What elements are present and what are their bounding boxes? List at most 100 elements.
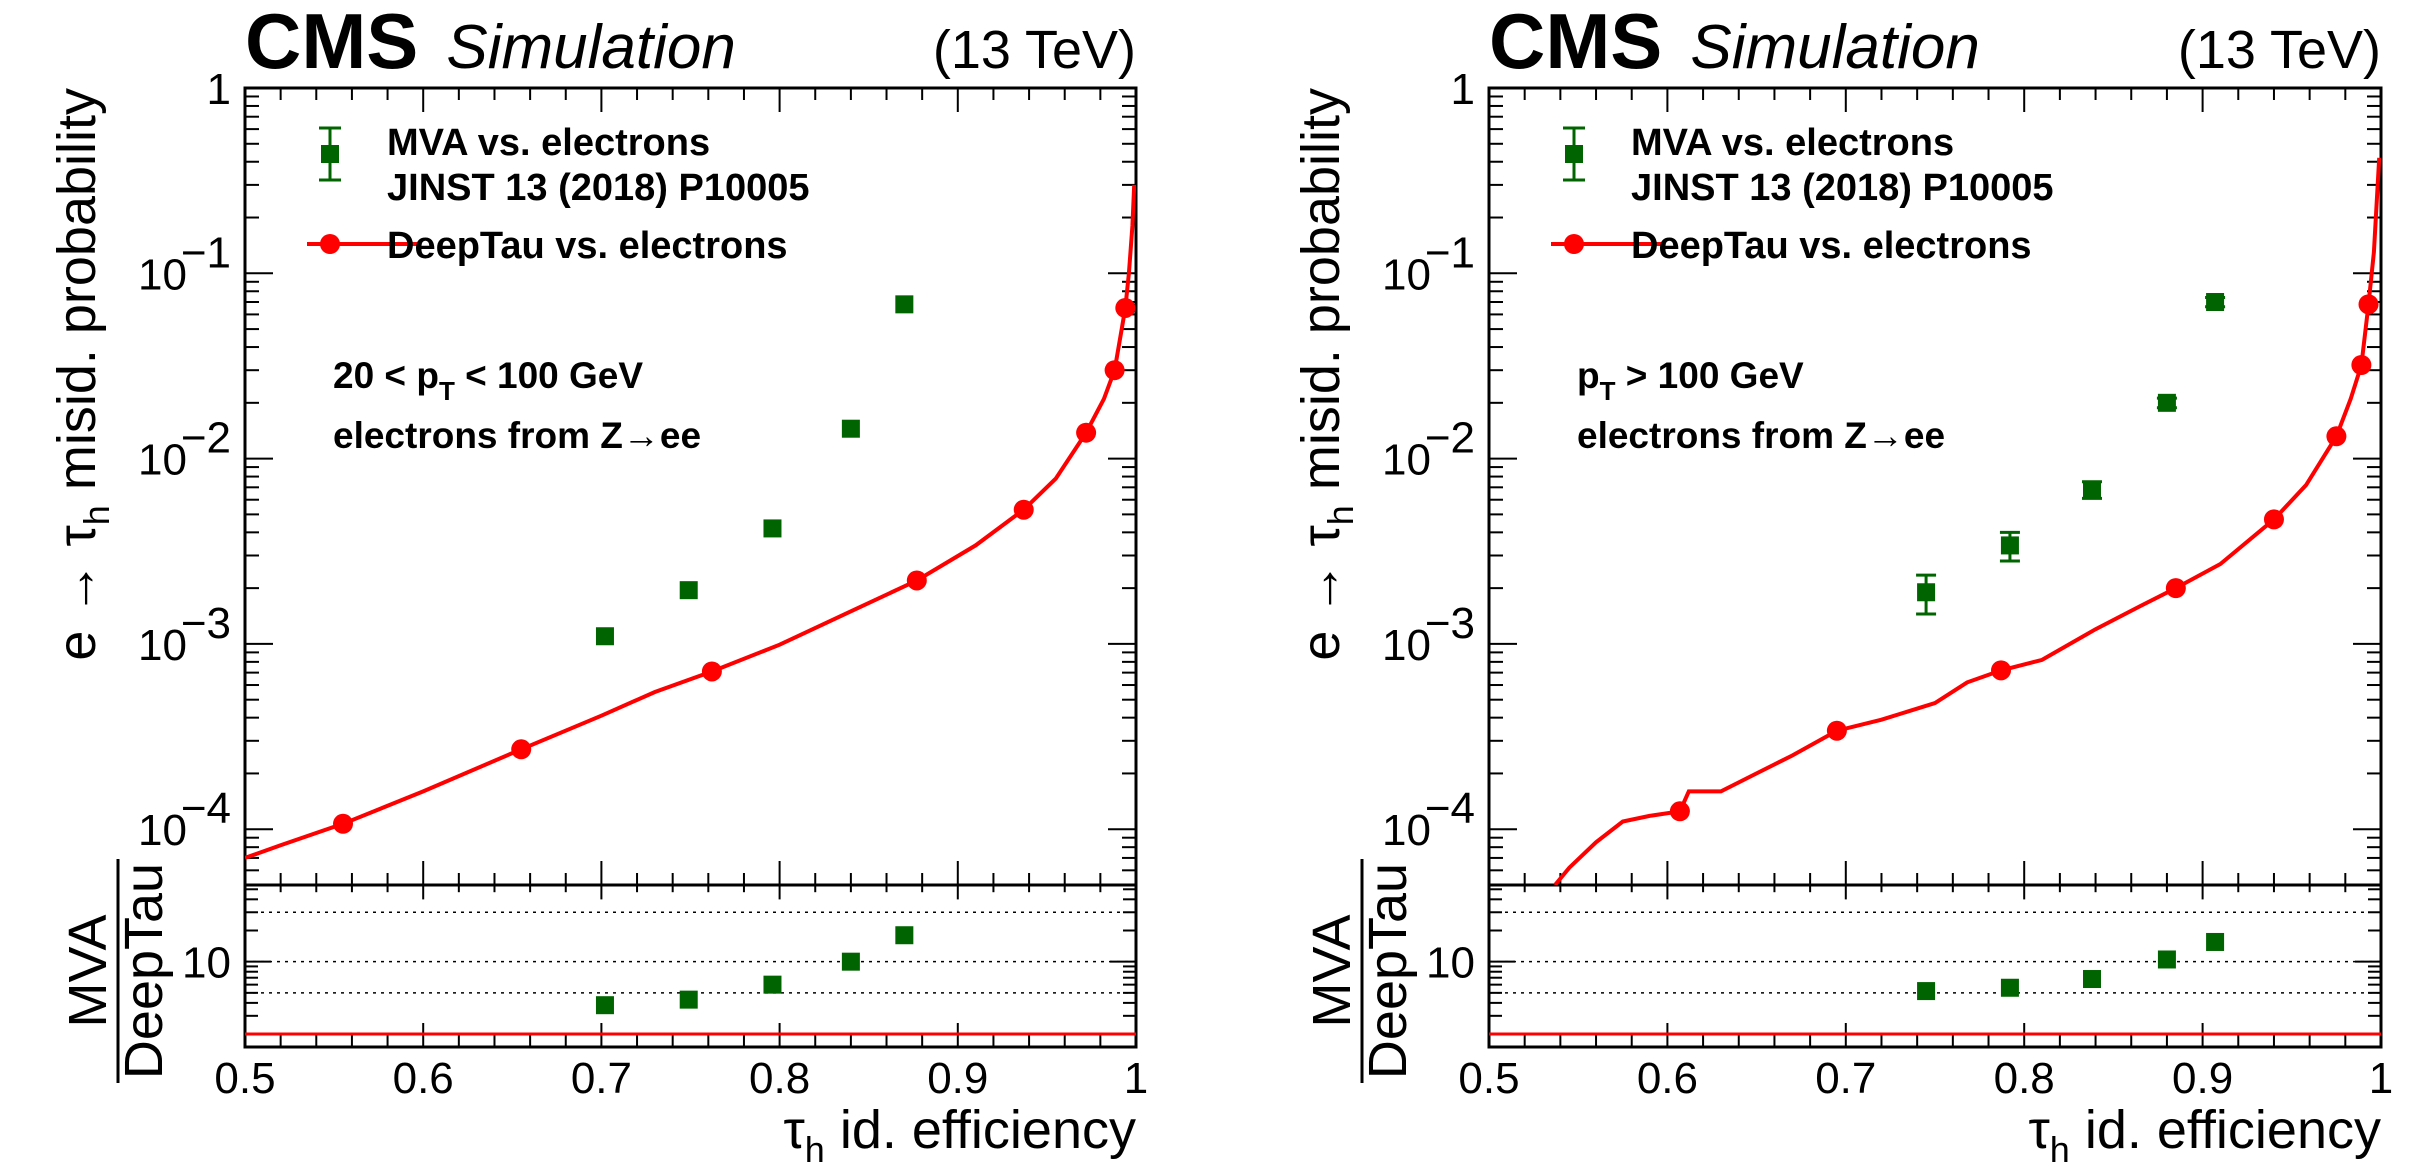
annotation-pt-prefix: 20 < p [333,355,439,396]
chart-panel-1: CMS Simulation (13 TeV) 0.5 0.6 0.7 0.8 0.9 1 1 10… [47,0,1148,1167]
mva-marker [1917,583,1936,602]
ratio-marker [2000,978,2019,997]
ratio-label-denominator: DeepTau [114,863,174,1079]
deeptau-marker [511,739,532,760]
y-axis-label: e → τh misid. probability [1291,88,1361,661]
y-tick-exponent: −2 [1425,414,1475,463]
ratio-frame [243,883,1138,1049]
y-axis-label: e → τh misid. probability [47,88,117,661]
ratio-marker [2157,950,2176,969]
x-tick-label: 0.6 [393,1054,454,1103]
y-tick-exponent: −4 [1425,784,1475,833]
y-tick-label: 10 [138,436,187,485]
x-axis-label-suffix: id. efficiency [825,1100,1136,1160]
x-tick-label: 0.9 [927,1054,988,1103]
y-tick-label: 10 [1382,436,1431,485]
legend-mva-marker [1565,145,1583,163]
ratio-marker [595,996,614,1015]
x-tick-label: 0.8 [749,1054,810,1103]
y-tick-label: 10 [138,806,187,855]
deeptau-curve [245,184,1136,860]
ratio-marker [763,975,782,994]
ratio-marker [895,926,914,945]
x-axis-label-prefix: τ [2028,1100,2049,1160]
ratio-marker [841,952,860,971]
annotation-pt-suffix: < 100 GeV [455,355,644,396]
x-tick-label: 0.9 [2172,1054,2233,1103]
ratio-tick-label: 10 [182,939,231,988]
legend-deeptau-marker [320,234,340,254]
legend-deeptau-marker [1564,234,1584,254]
x-tick-label: 0.8 [1994,1054,2055,1103]
mva-marker [763,519,782,538]
ratio-label-numerator: MVA [1302,914,1362,1027]
y-axis-label-suffix: misid. probability [47,88,107,505]
x-axis-label: τh id. efficiency [783,1100,1136,1167]
ratio-marker [1917,982,1936,1001]
deeptau-marker [2165,578,2186,599]
y-axis-label-subscript: h [76,505,117,525]
deeptau-marker [333,813,354,834]
chart-panel-2: CMS Simulation (13 TeV) 0.5 0.6 0.7 0.8 0.9 1 1 10… [1291,0,2393,1167]
annotation-pt-suffix: > 100 GeV [1616,355,1805,396]
y-tick-label: 10 [138,621,187,670]
x-axis-label-subscript: h [805,1129,825,1167]
deeptau-marker [701,661,722,682]
ratio-marker [2082,970,2101,989]
deeptau-marker [1826,720,1847,741]
deeptau-marker [1013,499,1034,520]
ratio-label-numerator: MVA [58,914,118,1027]
y-tick-label: 10 [1382,621,1431,670]
deeptau-marker [1669,801,1690,822]
y-tick-label: 10 [1382,806,1431,855]
annotation-pt-subscript: T [1600,376,1616,406]
legend-deeptau-label: DeepTau vs. electrons [387,225,788,267]
experiment-label: CMS [1489,0,1662,85]
y-tick-exponent: −3 [1425,599,1475,648]
y-tick-exponent: −1 [1425,228,1475,277]
mva-marker [2206,293,2225,312]
legend-deeptau-label: DeepTau vs. electrons [1631,225,2032,267]
deeptau-curve [1553,157,2381,885]
y-axis-label-subscript: h [1320,505,1361,525]
x-tick-label: 0.5 [214,1054,275,1103]
legend-mva-marker [321,145,339,163]
chart-header: CMS Simulation [245,0,736,85]
deeptau-marker [2358,294,2379,315]
x-tick-label: 0.7 [571,1054,632,1103]
y-tick-exponent: −2 [181,414,231,463]
y-axis-label-prefix: e → τ [1291,525,1351,660]
energy-label: (13 TeV) [933,20,1136,80]
experiment-label: CMS [245,0,418,85]
legend-mva-reference: JINST 13 (2018) P10005 [1631,167,2054,209]
deeptau-marker [1115,297,1136,318]
annotation-pt-range: pT > 100 GeV [1577,355,1804,406]
mva-marker [841,419,860,438]
x-tick-label: 1 [2369,1054,2393,1103]
x-axis-label-subscript: h [2050,1129,2070,1167]
ratio-tick-label: 10 [1426,939,1475,988]
deeptau-marker [1991,660,2012,681]
legend-mva-label: MVA vs. electrons [387,122,710,164]
ratio-label-denominator: DeepTau [1358,863,1418,1079]
x-tick-label: 0.5 [1458,1054,1519,1103]
chart-header: CMS Simulation [1489,0,1980,85]
annotation-pt-range: 20 < pT < 100 GeV [333,355,643,406]
y-axis-label-prefix: e → τ [47,525,107,660]
deeptau-marker [2263,509,2284,530]
y-tick-exponent: −4 [181,784,231,833]
mva-marker [679,581,698,600]
y-axis-label-suffix: misid. probability [1291,88,1351,505]
x-tick-label: 1 [1124,1054,1148,1103]
mva-marker [2157,393,2176,412]
simulation-label: Simulation [446,13,735,82]
y-tick-label: 1 [1451,65,1475,114]
energy-label: (13 TeV) [2178,20,2381,80]
mva-marker [895,295,914,314]
ratio-marker [2206,932,2225,951]
x-tick-label: 0.6 [1637,1054,1698,1103]
y-tick-label: 10 [138,250,187,299]
deeptau-marker [1104,360,1125,381]
legend-mva-reference: JINST 13 (2018) P10005 [387,167,810,209]
